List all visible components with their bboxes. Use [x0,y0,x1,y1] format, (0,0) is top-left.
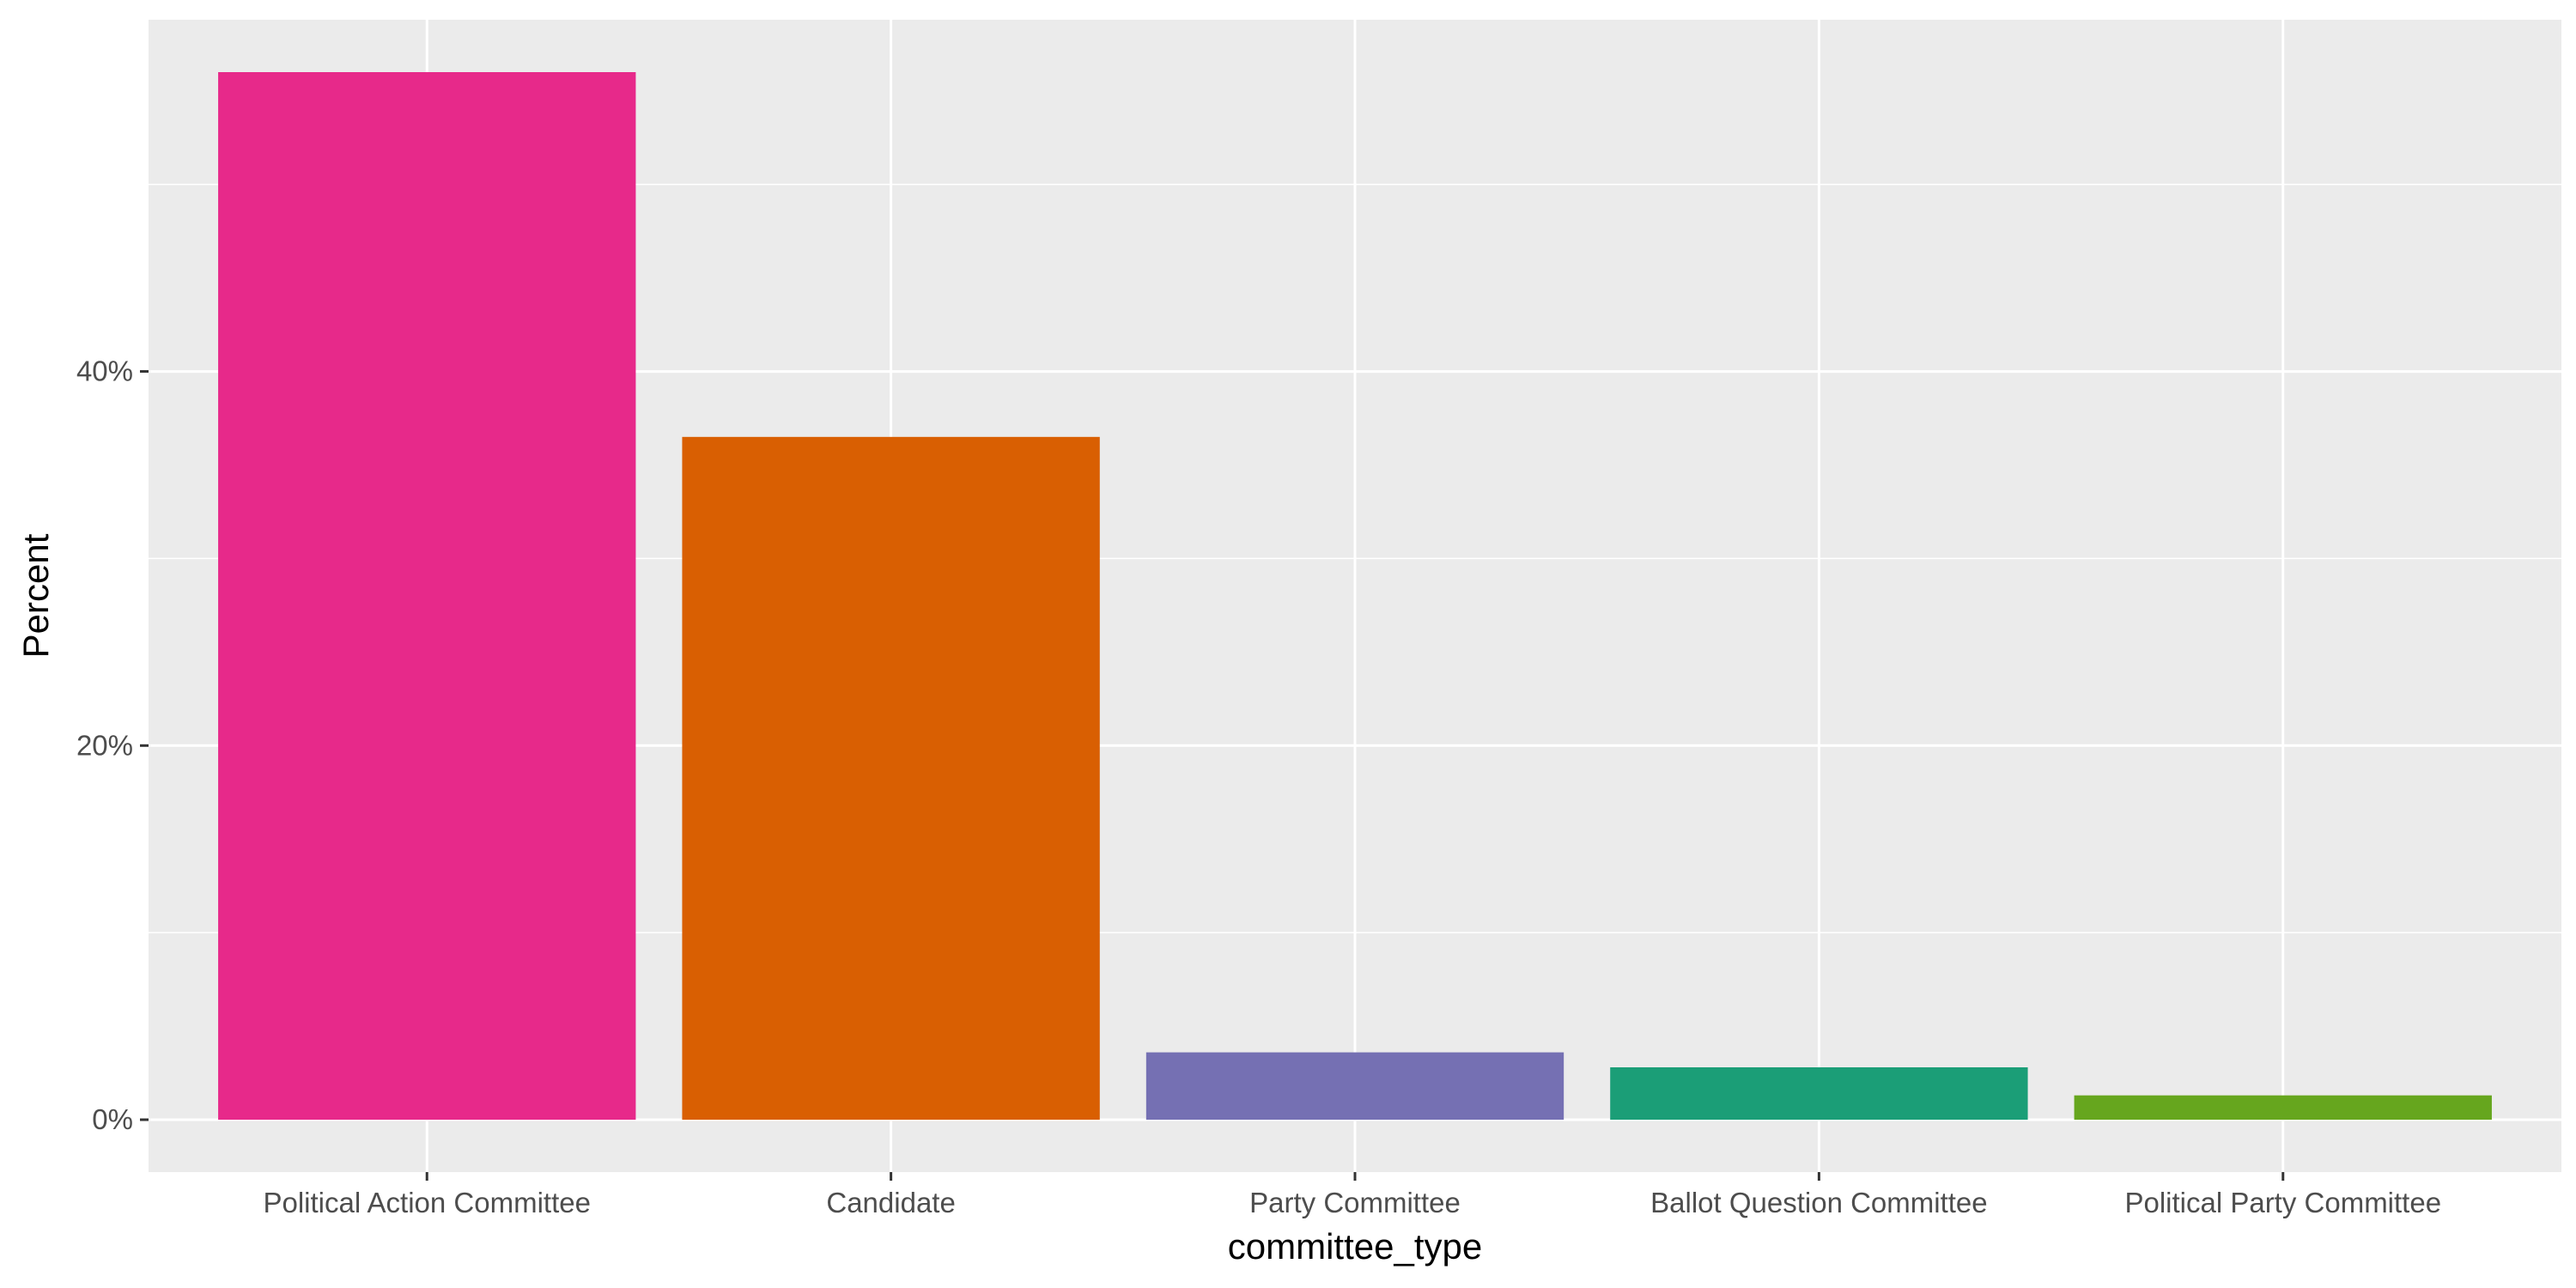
bar [682,436,1100,1121]
x-tick-label: Ballot Question Committee [1650,1187,1988,1218]
x-tick-label: Party Committee [1249,1187,1461,1218]
bar [2074,1095,2492,1120]
bar [1145,1052,1564,1120]
bar [1610,1067,2028,1120]
y-tick-label: 40% [76,355,133,387]
x-axis-title: committee_type [1228,1226,1482,1267]
x-tick-label: Political Party Committee [2124,1187,2441,1218]
y-tick-label: 0% [92,1103,133,1135]
y-tick-label: 20% [76,729,133,761]
x-tick-label: Candidate [826,1187,955,1218]
bar [218,72,636,1120]
bars [218,72,2492,1121]
y-axis-title: Percent [15,533,56,658]
y-axis: 0% 20% 40% [76,355,149,1135]
x-axis: Political Action Committee Candidate Party… [263,1172,2441,1218]
x-tick-label: Political Action Committee [263,1187,590,1218]
